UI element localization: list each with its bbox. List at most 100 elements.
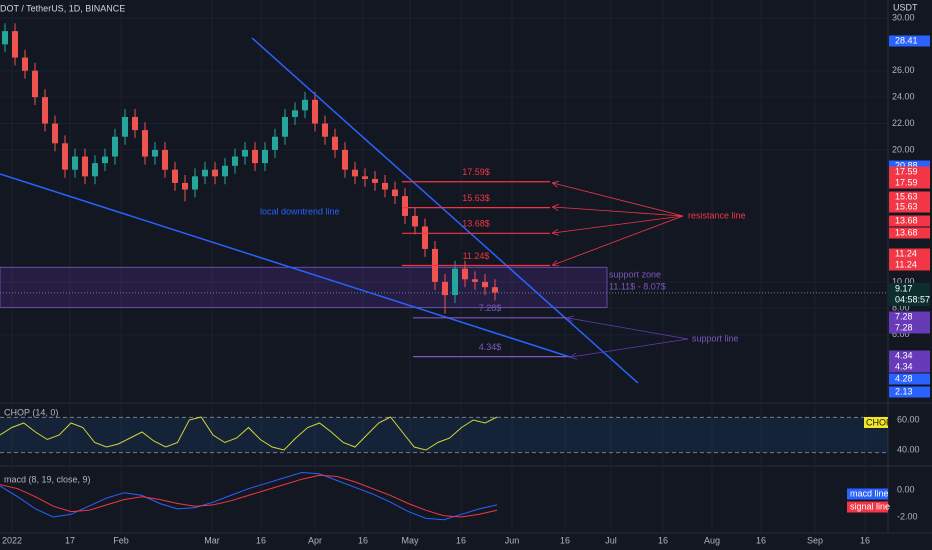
candle-body — [332, 136, 338, 150]
support-level-label: 4.34$ — [479, 342, 502, 352]
candle-body — [82, 156, 88, 177]
trend-line — [0, 173, 571, 358]
candle-body — [292, 110, 298, 117]
candle-body — [152, 149, 158, 157]
price-badge-label: 2.13 — [895, 386, 913, 396]
chop-label: CHOP (14, 0) — [4, 407, 58, 417]
y-tick-label: 8.00 — [892, 303, 910, 313]
current-price: 9.17 — [895, 283, 913, 293]
candle-body — [442, 281, 448, 296]
price-badge-label: 13.68 — [895, 215, 918, 225]
price-badge — [889, 350, 930, 362]
candle-body — [272, 136, 278, 150]
x-tick-label: 16 — [456, 535, 466, 545]
price-badge-label: 4.28 — [895, 373, 913, 383]
candle-body — [462, 268, 468, 280]
price-badge — [889, 373, 930, 385]
y-tick-label: 24.00 — [892, 92, 915, 102]
price-badge — [889, 248, 930, 260]
candle-body — [2, 31, 8, 45]
price-badge-label: 7.28 — [895, 322, 913, 332]
price-badge — [889, 160, 930, 172]
x-tick-label: 16 — [756, 535, 766, 545]
resistance-level-label: 13.68$ — [462, 219, 490, 229]
x-tick-label: 16 — [560, 535, 570, 545]
chop-badge — [864, 417, 888, 428]
support-arrows — [568, 318, 689, 357]
currency: USDT — [893, 2, 918, 12]
y-tick-label: 40.00 — [897, 444, 920, 454]
price-badge — [889, 259, 930, 271]
x-tick-label: Sep — [807, 535, 823, 545]
support-label: support line — [692, 333, 739, 343]
y-tick-label: -2.00 — [897, 511, 918, 521]
candle-body — [372, 178, 378, 183]
price-badge-label: 4.34 — [895, 361, 913, 371]
y-tick-label: 0.00 — [897, 484, 915, 494]
y-tick-label: 22.00 — [892, 118, 915, 128]
price-badge-label: 28.41 — [895, 35, 918, 45]
x-tick-label: Feb — [113, 535, 129, 545]
indicator-line — [0, 474, 498, 518]
price-badge — [889, 177, 930, 189]
current-badge — [889, 283, 930, 306]
y-tick-label: 30.00 — [892, 12, 915, 22]
candle-body — [312, 99, 318, 124]
candle-body — [262, 149, 268, 164]
indicator-line — [0, 416, 498, 451]
price-badge — [889, 227, 930, 239]
legend-label: macd line — [850, 488, 889, 498]
candle-body — [402, 196, 408, 216]
candle-body — [252, 149, 258, 164]
candle-body — [62, 143, 68, 170]
candle-body — [342, 149, 348, 170]
candle-body — [92, 163, 98, 177]
candle-body — [222, 165, 228, 177]
price-badge — [889, 311, 930, 323]
legend-box — [847, 501, 888, 513]
candle-body — [172, 169, 178, 183]
resistance-arrows — [553, 183, 684, 265]
candle-body — [362, 176, 368, 179]
candle-body — [42, 97, 48, 124]
candle-body — [492, 287, 498, 293]
price-badge-label: 13.68 — [895, 227, 918, 237]
candle-body — [302, 99, 308, 111]
candle-body — [282, 116, 288, 137]
indicator-line — [0, 471, 498, 521]
price-badge-label: 11.24 — [895, 248, 917, 258]
y-tick-label: 60.00 — [897, 414, 920, 424]
price-badge — [889, 35, 930, 47]
candle-body — [12, 31, 18, 58]
resistance-level-label: 17.59$ — [462, 167, 490, 177]
resistance-level-label: 11.24$ — [463, 251, 490, 261]
candle-body — [232, 156, 238, 166]
legend-label: signal line — [850, 501, 890, 511]
trend-line — [251, 37, 639, 384]
resistance-level-label: 15.63$ — [462, 193, 490, 203]
candle-body — [22, 57, 28, 71]
x-tick-label: May — [401, 535, 419, 545]
price-badge-label: 7.28 — [895, 311, 913, 321]
legend-box — [847, 488, 888, 500]
candle-body — [132, 116, 138, 131]
candle-body — [382, 182, 388, 190]
price-badge-label: 15.63 — [895, 201, 918, 211]
price-badge — [889, 215, 930, 227]
price-badge-label: 17.59 — [895, 177, 918, 187]
candle-body — [422, 226, 428, 249]
resistance-label: resistance line — [688, 210, 746, 220]
support-level-label: 7.28$ — [479, 303, 502, 313]
price-badge — [889, 322, 930, 334]
y-tick-label: 10.00 — [892, 276, 915, 286]
y-tick-label: 6.00 — [892, 329, 910, 339]
candle-body — [242, 149, 248, 157]
x-tick-label: Apr — [308, 535, 322, 545]
candle-body — [352, 169, 358, 177]
x-tick-label: 17 — [65, 535, 75, 545]
candle-body — [72, 156, 78, 170]
price-badge-label: 15.63 — [895, 191, 918, 201]
price-badge — [889, 201, 930, 213]
candle-body — [122, 116, 128, 137]
x-tick-label: Jun — [505, 535, 520, 545]
